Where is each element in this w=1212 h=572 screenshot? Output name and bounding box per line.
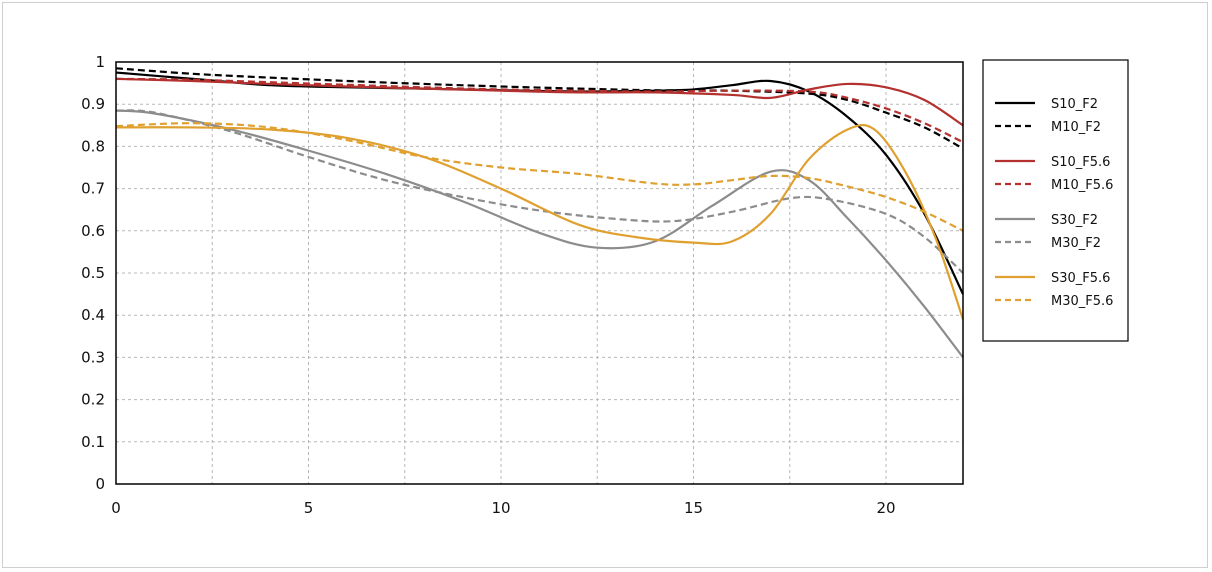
x-tick-label: 15 xyxy=(684,499,703,517)
x-tick-label: 5 xyxy=(304,499,314,517)
series-line-s30-f2 xyxy=(115,109,964,359)
legend-label: S30_F2 xyxy=(1051,213,1098,228)
series-line-s10-f2 xyxy=(115,71,964,295)
y-tick-label: 0 xyxy=(95,475,105,493)
legend-label: M10_F2 xyxy=(1051,120,1101,135)
series-line-m30-f2 xyxy=(115,109,964,274)
legend-box xyxy=(982,59,1129,342)
series-line-m10-f5-6 xyxy=(115,77,964,144)
y-tick-label: 0.9 xyxy=(81,95,105,113)
grid-lines xyxy=(116,62,963,484)
y-tick-label: 0.8 xyxy=(81,137,105,155)
y-tick-label: 0.5 xyxy=(81,264,105,282)
y-tick-label: 0.6 xyxy=(81,222,105,240)
x-tick-label: 0 xyxy=(111,499,121,517)
y-tick-label: 0.3 xyxy=(81,348,105,366)
series-line-s10-f5-6 xyxy=(115,77,964,127)
legend-label: M30_F2 xyxy=(1051,236,1101,251)
legend: S10_F2 M10_F2 S10_F5.6 M10_F5.6 S30_F2 M30_F2… xyxy=(982,59,1129,342)
legend-label: M10_F5.6 xyxy=(1051,178,1113,193)
legend-label: M30_F5.6 xyxy=(1051,294,1113,309)
y-tick-label: 0.7 xyxy=(81,180,105,198)
series-line-s30-f5-6 xyxy=(115,123,965,320)
x-tick-label: 10 xyxy=(491,499,510,517)
legend-label: S10_F2 xyxy=(1051,97,1098,112)
series-lines xyxy=(115,67,965,359)
legend-label: S30_F5.6 xyxy=(1051,271,1110,286)
series-line-m10-f2 xyxy=(115,67,964,150)
y-tick-label: 1 xyxy=(95,53,105,71)
series-line-m30-f5-6 xyxy=(115,122,964,232)
x-tick-label: 20 xyxy=(876,499,895,517)
axis-tick-labels: 00.10.20.30.40.50.60.70.80.910 5 10 15 20 xyxy=(81,53,895,517)
plot-area-border xyxy=(115,61,964,485)
y-tick-label: 0.4 xyxy=(81,306,105,324)
y-tick-label: 0.2 xyxy=(81,391,105,409)
y-tick-label: 0.1 xyxy=(81,433,105,451)
legend-label: S10_F5.6 xyxy=(1051,155,1110,170)
